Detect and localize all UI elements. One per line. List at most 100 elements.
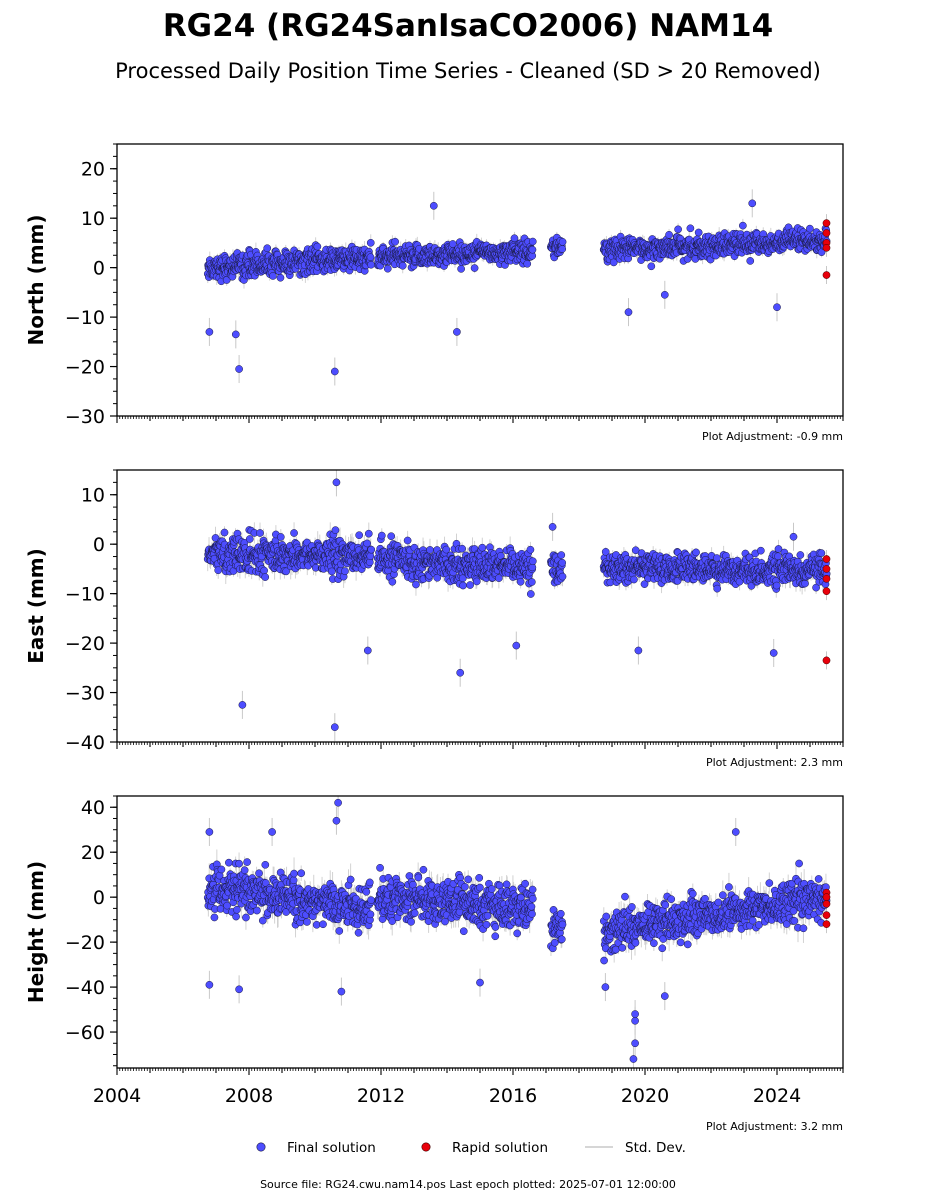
final-solution-point xyxy=(558,558,567,567)
chart-subtitle: Processed Daily Position Time Series - C… xyxy=(115,59,821,83)
final-solution-point xyxy=(453,328,461,336)
final-solution-point xyxy=(363,539,371,548)
final-solution-point xyxy=(260,566,268,575)
final-solution-point xyxy=(523,259,532,268)
final-solution-point xyxy=(527,578,536,586)
final-solution-point xyxy=(366,552,375,560)
final-solution-point xyxy=(528,245,537,254)
final-solution-point xyxy=(495,574,503,582)
final-solution-points xyxy=(203,199,831,376)
rapid-solution-points xyxy=(822,219,831,279)
final-solution-point xyxy=(377,531,386,540)
final-solution-point xyxy=(391,237,399,246)
panel-1: 20 10 0 −10 −20 −30 North (mm) Plot Adjustment:… xyxy=(24,143,844,443)
final-solution-point xyxy=(367,545,376,554)
final-solution-point xyxy=(412,580,420,589)
final-solution-point xyxy=(806,224,814,233)
final-solution-point xyxy=(772,581,781,590)
final-solution-point xyxy=(426,546,434,554)
final-solution-point xyxy=(205,328,214,336)
final-solution-point xyxy=(470,264,479,272)
final-solution-point xyxy=(647,262,656,271)
y-axis: 20 10 0 −10 −20 −30 xyxy=(65,143,117,428)
final-solution-point xyxy=(756,546,765,555)
y-tick-label: −30 xyxy=(65,406,105,428)
final-solution-point xyxy=(355,531,364,540)
final-solution-point xyxy=(327,567,336,576)
final-solution-point xyxy=(276,533,285,541)
rapid-solution-point xyxy=(822,271,831,279)
final-solution-point xyxy=(282,567,290,576)
std-dev-bars xyxy=(207,470,828,742)
final-solution-points xyxy=(203,478,831,732)
final-solution-point xyxy=(686,224,695,233)
final-solution-point xyxy=(746,257,755,265)
final-solution-point xyxy=(366,238,375,247)
final-solution-point xyxy=(341,567,349,576)
final-solution-point xyxy=(472,577,481,586)
final-solution-point xyxy=(442,545,451,554)
chart-title: RG24 (RG24SanIsaCO2006) NAM14 xyxy=(163,8,773,44)
y-tick-label: −10 xyxy=(65,307,105,329)
final-solution-point xyxy=(214,566,223,575)
rapid-solution-point xyxy=(822,244,831,252)
final-solution-point xyxy=(558,572,567,581)
final-solution-point xyxy=(478,543,487,552)
final-solution-point xyxy=(557,551,566,559)
final-solution-point xyxy=(367,260,375,269)
final-solution-point xyxy=(773,303,781,312)
final-solution-point xyxy=(528,557,537,566)
final-solution-point xyxy=(256,529,264,537)
final-solution-point xyxy=(269,272,277,280)
y-axis-label: North (mm) xyxy=(24,214,48,345)
final-solution-point xyxy=(601,548,610,556)
final-solution-point xyxy=(261,573,270,581)
final-solution-point xyxy=(290,529,298,537)
final-solution-point xyxy=(235,365,243,373)
y-tick-label: 20 xyxy=(81,159,105,181)
final-solution-point xyxy=(640,580,649,588)
final-solution-point xyxy=(457,265,465,273)
y-tick-label: 0 xyxy=(93,258,105,280)
panels: 20 10 0 −10 −20 −30 North (mm) Plot Adjustment:… xyxy=(24,143,844,1133)
final-solution-point xyxy=(366,253,375,262)
final-solution-point xyxy=(222,276,231,284)
final-solution-point xyxy=(245,535,254,543)
final-solution-point xyxy=(459,581,467,590)
final-solution-point xyxy=(665,230,673,239)
final-solution-point xyxy=(526,590,535,598)
final-solution-point xyxy=(660,290,669,299)
final-solution-point xyxy=(466,581,474,589)
y-tick-label: −20 xyxy=(65,357,105,379)
x-axis xyxy=(116,416,844,423)
y-tick-label: 10 xyxy=(81,208,105,230)
final-solution-point xyxy=(558,245,567,253)
rapid-solution-point xyxy=(822,219,831,227)
final-solution-point xyxy=(674,225,682,234)
final-solution-point xyxy=(458,544,466,553)
final-solution-point xyxy=(774,545,783,553)
final-solution-point xyxy=(510,234,519,243)
final-solution-point xyxy=(220,528,229,537)
final-solution-point xyxy=(403,536,412,545)
final-solution-point xyxy=(748,199,757,208)
final-solution-point xyxy=(231,330,240,339)
final-solution-point xyxy=(713,554,721,562)
final-solution-point xyxy=(387,532,396,541)
final-solution-point xyxy=(739,221,747,230)
final-solution-point xyxy=(330,367,339,376)
final-solution-point xyxy=(528,237,537,246)
final-solution-point xyxy=(774,552,782,561)
final-solution-point xyxy=(429,201,438,210)
final-solution-point xyxy=(398,261,407,270)
final-solution-point xyxy=(558,238,567,246)
final-solution-point xyxy=(331,526,340,534)
final-solution-point xyxy=(694,228,703,237)
final-solution-point xyxy=(630,575,638,584)
final-solution-point xyxy=(263,244,272,253)
final-solution-point xyxy=(313,242,322,251)
std-dev-bars xyxy=(207,189,828,386)
final-solution-point xyxy=(383,264,392,273)
